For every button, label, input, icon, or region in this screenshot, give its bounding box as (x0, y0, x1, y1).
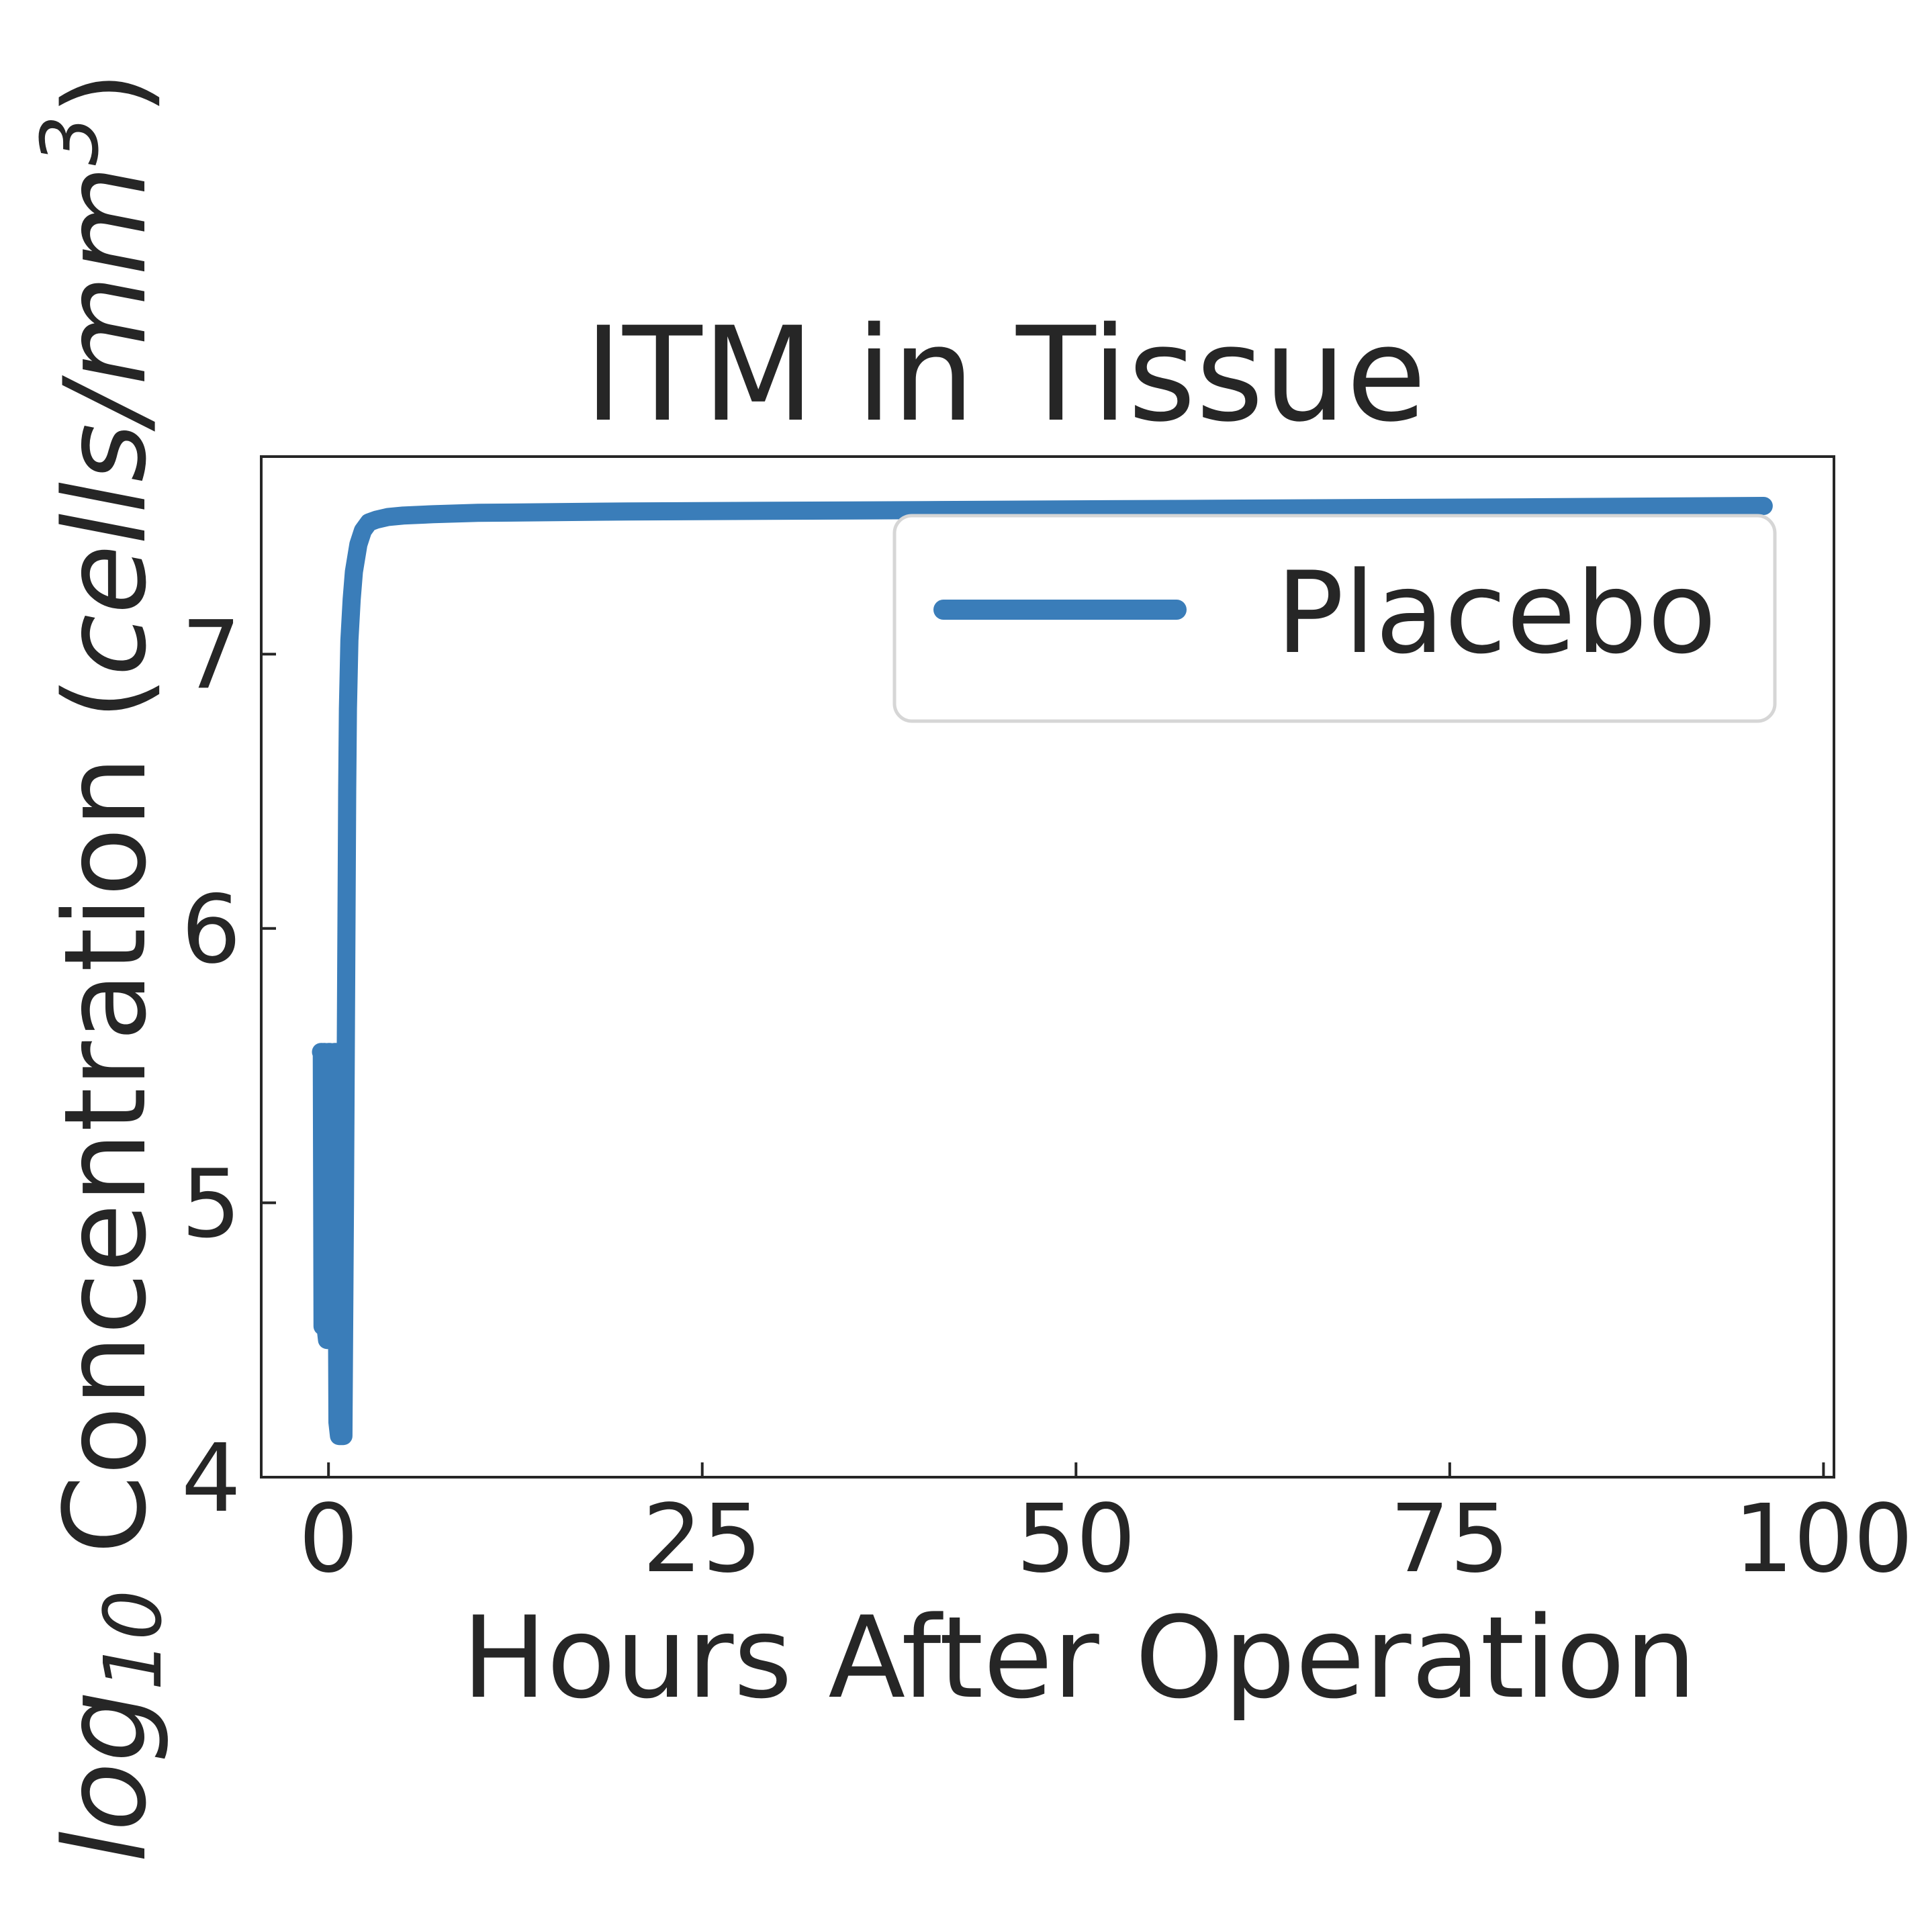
x-tick-label: 75 (1390, 1485, 1510, 1594)
y-tick-label: 7 (181, 601, 241, 710)
x-tick-label: 0 (299, 1485, 359, 1594)
series-line-placebo (312, 497, 1773, 1446)
y-axis-label-close: ) (40, 71, 171, 115)
x-axis-label: Hours After Operation (462, 1592, 1696, 1724)
y-tick-label: 5 (181, 1150, 241, 1259)
y-axis-label-unit: cells/mm (40, 166, 171, 677)
y-axis-label-main: Concentration ( (40, 676, 171, 1590)
x-axis-ticks: 0 25 50 75 100 (299, 1462, 1913, 1594)
y-axis-label-subscript: 10 (87, 1590, 179, 1691)
plot-frame (260, 455, 1835, 1479)
chart-title: ITM in Tissue (584, 299, 1426, 451)
legend: Placebo (892, 514, 1777, 723)
y-axis-label: log10 Concentration (cells/mm3) (24, 71, 179, 1863)
plot-area (260, 455, 1835, 1479)
y-tick-label: 4 (181, 1424, 241, 1534)
x-tick-label: 25 (643, 1485, 762, 1594)
y-tick-label: 6 (181, 876, 241, 985)
legend-frame (892, 514, 1777, 723)
x-tick-label: 100 (1734, 1485, 1913, 1594)
x-tick-label: 50 (1016, 1485, 1136, 1594)
y-axis-label-superscript: 3 (24, 115, 116, 165)
legend-label-placebo: Placebo (1276, 547, 1716, 679)
y-axis-ticks: 4 5 6 7 (181, 601, 276, 1534)
y-axis-label-log: log (40, 1691, 171, 1863)
